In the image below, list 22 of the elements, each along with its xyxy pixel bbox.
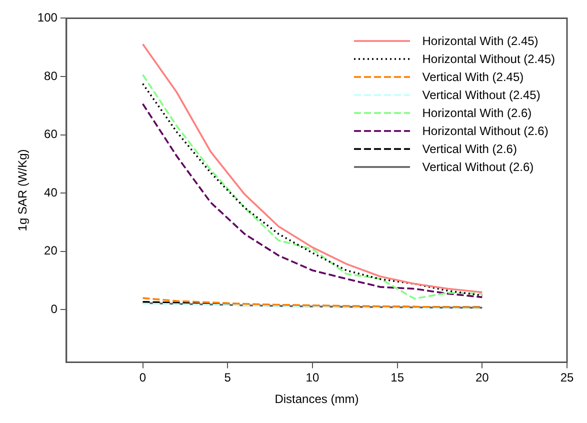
y-tick-label: 20 [44, 244, 58, 258]
x-tick-label: 20 [475, 370, 490, 385]
legend-label: Vertical Without (2.45) [422, 87, 540, 104]
x-tick-label: 0 [139, 370, 146, 385]
legend-label: Vertical With (2.6) [422, 141, 517, 158]
x-tick-label: 25 [560, 370, 574, 385]
x-tick-label: 10 [306, 370, 320, 385]
y-tick-label: 0 [50, 302, 58, 316]
legend-label: Horizontal Without (2.45) [422, 51, 555, 68]
y-axis-title: 1g SAR (W/Kg) [16, 149, 30, 232]
legend-label: Vertical With (2.45) [422, 69, 524, 86]
legend-label: Horizontal With (2.6) [422, 105, 532, 122]
x-tick-label: 15 [390, 370, 404, 385]
legend-label: Horizontal Without (2.6) [422, 123, 548, 140]
y-tick-label: 80 [44, 68, 58, 83]
legend-label: Horizontal With (2.45) [422, 33, 538, 50]
y-tick-label: 100 [37, 10, 58, 25]
x-axis-title: Distances (mm) [274, 392, 359, 406]
y-tick-label: 40 [44, 185, 58, 200]
y-tick-label: 60 [44, 127, 58, 142]
x-tick-label: 5 [224, 370, 232, 385]
legend-label: Vertical Without (2.6) [422, 159, 534, 176]
